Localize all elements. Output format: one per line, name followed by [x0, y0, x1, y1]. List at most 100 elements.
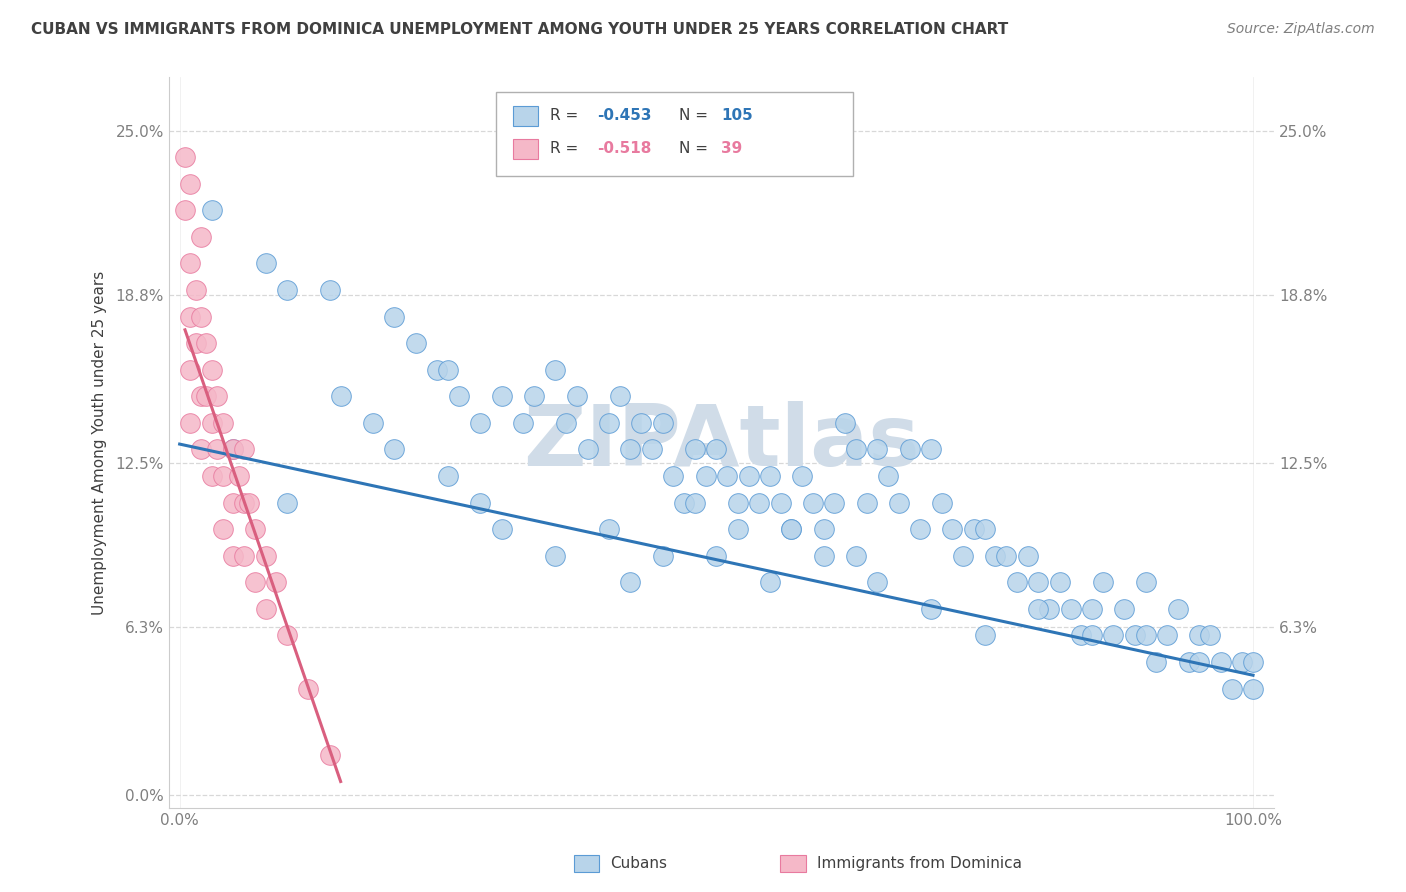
Point: [973, 628, 995, 642]
Point: [211, 469, 233, 483]
Point: [1220, 681, 1243, 696]
Point: [233, 549, 256, 563]
Point: [1081, 628, 1104, 642]
Point: [704, 442, 727, 457]
Point: [952, 549, 974, 563]
Point: [276, 628, 298, 642]
Point: [898, 442, 921, 457]
Point: [973, 522, 995, 536]
Point: [845, 549, 868, 563]
Point: [866, 442, 889, 457]
Point: [651, 549, 673, 563]
Point: [329, 389, 352, 403]
Point: [254, 549, 277, 563]
Point: [361, 416, 384, 430]
Point: [184, 283, 207, 297]
Point: [1028, 602, 1050, 616]
Point: [855, 495, 877, 509]
Point: [174, 203, 197, 218]
Point: [769, 495, 792, 509]
Point: [243, 522, 266, 536]
Point: [1241, 681, 1264, 696]
Point: [576, 442, 599, 457]
Point: [470, 416, 492, 430]
Text: R =: R =: [550, 142, 583, 156]
Point: [780, 522, 803, 536]
Point: [1114, 602, 1136, 616]
Point: [179, 416, 201, 430]
Text: -0.453: -0.453: [598, 109, 652, 123]
Text: N =: N =: [679, 142, 709, 156]
Point: [1188, 655, 1211, 669]
Point: [184, 336, 207, 351]
Text: Immigrants from Dominica: Immigrants from Dominica: [817, 856, 1022, 871]
Point: [931, 495, 953, 509]
Point: [222, 442, 245, 457]
Point: [319, 283, 342, 297]
Point: [1059, 602, 1081, 616]
Point: [887, 495, 910, 509]
Point: [813, 549, 835, 563]
Point: [565, 389, 588, 403]
Point: [727, 495, 749, 509]
Point: [544, 362, 567, 376]
Point: [201, 416, 224, 430]
Point: [695, 469, 717, 483]
Point: [995, 549, 1018, 563]
Point: [716, 469, 738, 483]
Point: [1177, 655, 1199, 669]
Point: [941, 522, 963, 536]
Point: [1102, 628, 1125, 642]
Point: [1038, 602, 1060, 616]
Point: [920, 442, 942, 457]
Text: Cubans: Cubans: [610, 856, 668, 871]
Point: [190, 389, 212, 403]
Point: [447, 389, 470, 403]
Point: [405, 336, 427, 351]
Text: -0.518: -0.518: [598, 142, 652, 156]
Point: [512, 416, 534, 430]
Text: 105: 105: [721, 109, 754, 123]
Point: [523, 389, 546, 403]
Point: [759, 469, 782, 483]
Point: [630, 416, 652, 430]
Point: [748, 495, 770, 509]
Point: [544, 549, 567, 563]
Point: [319, 747, 342, 762]
Point: [437, 362, 460, 376]
Point: [662, 469, 685, 483]
Point: [609, 389, 631, 403]
Point: [222, 549, 245, 563]
Point: [276, 495, 298, 509]
Text: ZIPAtlas: ZIPAtlas: [523, 401, 920, 484]
Point: [297, 681, 319, 696]
Text: N =: N =: [679, 109, 709, 123]
Point: [222, 442, 245, 457]
Point: [1091, 575, 1114, 590]
Point: [1049, 575, 1071, 590]
Point: [737, 469, 759, 483]
Point: [222, 495, 245, 509]
Point: [228, 469, 250, 483]
Point: [195, 336, 218, 351]
Point: [877, 469, 900, 483]
Text: R =: R =: [550, 109, 583, 123]
Text: CUBAN VS IMMIGRANTS FROM DOMINICA UNEMPLOYMENT AMONG YOUTH UNDER 25 YEARS CORREL: CUBAN VS IMMIGRANTS FROM DOMINICA UNEMPL…: [31, 22, 1008, 37]
Point: [491, 522, 513, 536]
Point: [179, 310, 201, 324]
Point: [823, 495, 845, 509]
Point: [1188, 628, 1211, 642]
Point: [1232, 655, 1254, 669]
Point: [190, 442, 212, 457]
Point: [1241, 655, 1264, 669]
Point: [619, 575, 641, 590]
Point: [190, 230, 212, 244]
Point: [1017, 549, 1039, 563]
Point: [920, 602, 942, 616]
Point: [238, 495, 260, 509]
Point: [426, 362, 449, 376]
Point: [910, 522, 932, 536]
Point: [845, 442, 868, 457]
Point: [179, 256, 201, 270]
Point: [233, 442, 256, 457]
